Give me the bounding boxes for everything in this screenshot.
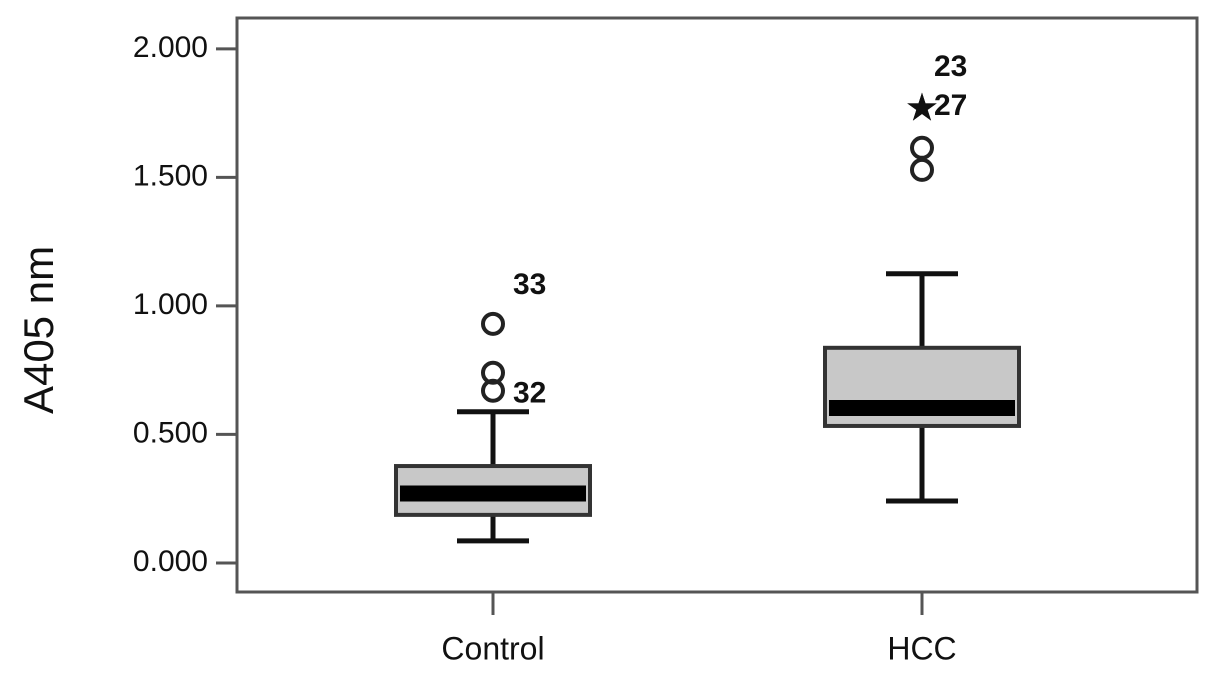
- extreme: ★: [907, 89, 937, 127]
- case-label: 23: [934, 50, 967, 83]
- x-tick-label: Control: [441, 630, 544, 666]
- x-tick-label: HCC: [887, 630, 956, 666]
- outlier: [481, 311, 505, 336]
- y-tick-label: 0.500: [133, 416, 208, 449]
- case-label: 33: [513, 268, 546, 301]
- outlier: [481, 360, 505, 385]
- y-tick-label: 1.500: [133, 159, 208, 192]
- extreme: ★: [907, 89, 937, 127]
- case-label: 27: [934, 89, 967, 122]
- plot-frame: [235, 16, 1199, 594]
- case-label: 32: [513, 377, 546, 410]
- outlier: [910, 135, 934, 160]
- y-axis-label: A405 nm: [15, 246, 62, 414]
- y-tick-label: 1.000: [133, 288, 208, 321]
- y-tick-label: 2.000: [133, 31, 208, 64]
- outlier: [481, 378, 505, 403]
- y-tick-label: 0.000: [133, 545, 208, 578]
- outlier: [910, 157, 934, 182]
